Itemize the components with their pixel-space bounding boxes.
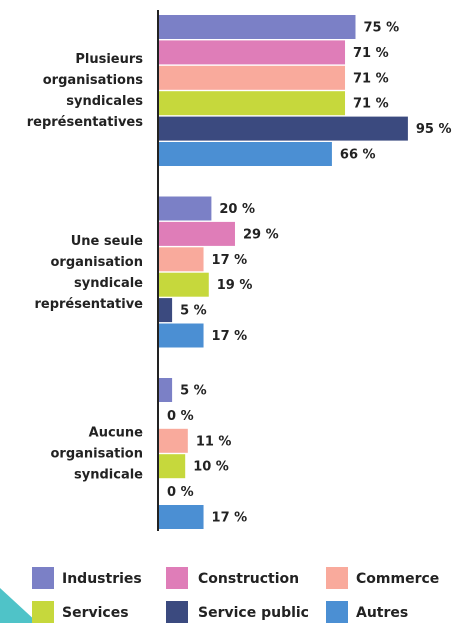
value-label: 71 % xyxy=(353,46,389,61)
category-label: Aucune organisation syndicale xyxy=(50,425,144,483)
value-label: 17 % xyxy=(212,253,248,268)
legend-swatch xyxy=(32,567,54,589)
bar xyxy=(159,298,173,323)
bar xyxy=(159,116,408,141)
value-label: 20 % xyxy=(219,202,255,217)
legend-label: Autres xyxy=(356,605,408,621)
bar xyxy=(159,40,346,65)
value-label: 5 % xyxy=(180,304,207,319)
bar xyxy=(159,428,188,453)
bar xyxy=(159,247,204,272)
legend-label: Service public xyxy=(198,605,309,621)
bar xyxy=(159,378,173,402)
legend-label: Industries xyxy=(62,571,142,587)
value-label: 75 % xyxy=(364,21,400,36)
value-label: 95 % xyxy=(416,122,452,137)
bar xyxy=(159,454,186,479)
value-label: 19 % xyxy=(217,278,253,293)
value-label: 71 % xyxy=(353,71,389,86)
bar xyxy=(159,91,346,116)
category-label: Plusieurs organisations syndicales repré… xyxy=(26,52,143,131)
value-label: 0 % xyxy=(167,485,194,500)
legend-label: Services xyxy=(62,605,129,621)
value-label: 17 % xyxy=(212,511,248,526)
value-label: 29 % xyxy=(243,227,279,242)
value-label: 10 % xyxy=(193,460,229,475)
value-label: 11 % xyxy=(196,434,232,449)
bar xyxy=(159,272,209,297)
bar xyxy=(159,323,204,348)
legend-swatch xyxy=(32,601,54,623)
legend-label: Construction xyxy=(198,571,299,587)
category-label: Une seule organisation syndicale représe… xyxy=(34,233,143,312)
legend-swatch xyxy=(166,567,188,589)
legend-label: Commerce xyxy=(356,571,439,587)
value-label: 66 % xyxy=(340,148,376,163)
value-label: 0 % xyxy=(167,409,194,424)
bar xyxy=(159,196,212,221)
bar xyxy=(159,65,346,90)
legend-swatch xyxy=(166,601,188,623)
bar xyxy=(159,15,356,39)
bar xyxy=(159,142,332,166)
value-label: 17 % xyxy=(212,329,248,344)
value-label: 71 % xyxy=(353,97,389,112)
bar xyxy=(159,505,204,529)
legend-swatch xyxy=(326,601,348,623)
decoration xyxy=(0,588,38,623)
value-label: 5 % xyxy=(180,384,207,399)
legend-swatch xyxy=(326,567,348,589)
bar xyxy=(159,221,235,246)
